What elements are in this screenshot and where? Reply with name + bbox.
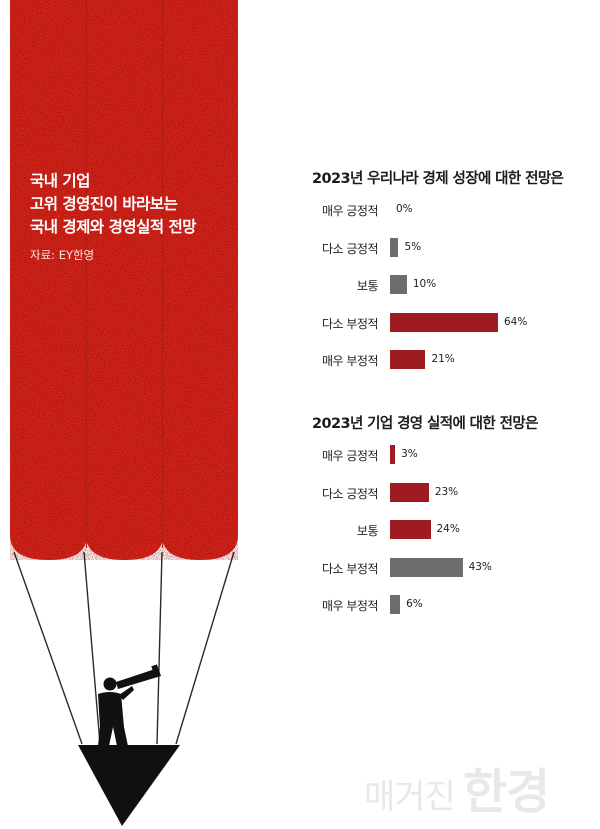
value-label: 5%	[404, 240, 422, 253]
bar	[390, 482, 429, 502]
chart-business-title: 2023년 기업 경영 실적에 대한 전망은	[312, 416, 538, 432]
bar	[390, 445, 396, 464]
category-label: 다소 긍정적	[321, 486, 379, 501]
bar-row: 매우 긍정적 3%	[300, 445, 590, 465]
value-label: 64%	[504, 315, 528, 328]
bar-row: 다소 부정적 64%	[300, 312, 590, 333]
bar-row: 매우 부정적 6%	[300, 595, 590, 615]
watermark-part1: 매거진	[364, 777, 456, 817]
bar-row: 보통 10%	[300, 275, 590, 295]
title-line-2: 고위 경영진이 바라보는	[30, 195, 178, 213]
title-line-1: 국내 기업	[30, 172, 90, 190]
category-label: 보통	[356, 279, 379, 293]
bar	[390, 237, 399, 257]
bar-row: 보통 24%	[300, 520, 590, 540]
bar-row: 매우 긍정적 0%	[300, 200, 590, 220]
pencil-tip-basket	[78, 745, 180, 826]
balloon-ropes	[13, 551, 235, 745]
bar	[390, 595, 401, 614]
infographic-title-block: 국내 기업 고위 경영진이 바라보는 국내 경제와 경영실적 전망 자료: EY…	[30, 170, 197, 263]
category-label: 다소 부정적	[321, 561, 379, 576]
bar-row: 다소 긍정적 5%	[300, 237, 590, 258]
bar	[390, 520, 431, 539]
category-label: 매우 긍정적	[321, 449, 379, 463]
value-label: 3%	[401, 448, 418, 460]
source-note: 자료: EY한영	[30, 248, 95, 262]
value-label: 24%	[436, 523, 460, 535]
bar-row: 매우 부정적 21%	[300, 350, 590, 370]
category-label: 다소 긍정적	[321, 241, 379, 256]
category-label: 다소 부정적	[321, 316, 379, 331]
bar-row: 다소 긍정적 23%	[300, 482, 590, 503]
value-label: 6%	[406, 598, 423, 610]
category-label: 보통	[356, 524, 379, 538]
value-label: 21%	[431, 353, 455, 365]
category-label: 매우 부정적	[321, 599, 379, 613]
value-label: 0%	[396, 203, 413, 215]
bar	[390, 557, 463, 577]
value-label: 10%	[412, 278, 437, 290]
bar	[390, 350, 426, 369]
bar	[390, 312, 498, 332]
value-label: 23%	[434, 485, 459, 498]
title-line-3: 국내 경제와 경영실적 전망	[30, 218, 197, 236]
man-with-telescope-icon	[98, 664, 161, 746]
category-label: 매우 부정적	[321, 354, 379, 368]
magazine-watermark: 매거진 한경	[364, 752, 550, 822]
watermark-part2: 한경	[462, 764, 550, 820]
chart-economy-title: 2023년 우리나라 경제 성장에 대한 전망은	[312, 171, 564, 187]
bar-row: 다소 부정적 43%	[300, 557, 590, 578]
value-label: 43%	[468, 560, 492, 573]
category-label: 매우 긍정적	[321, 204, 379, 218]
bar	[390, 275, 407, 294]
pencil-balloon	[10, 0, 238, 560]
